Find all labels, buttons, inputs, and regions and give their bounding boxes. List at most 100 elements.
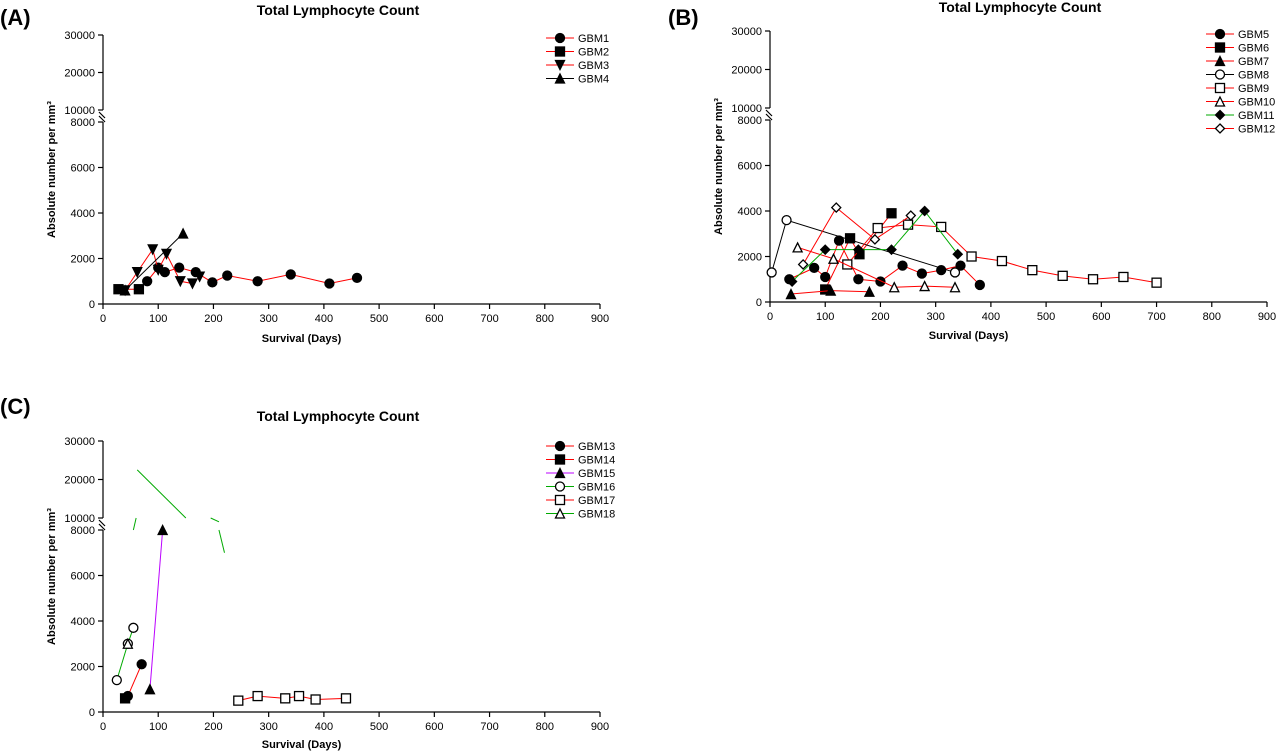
legend-label: GBM11 — [1238, 110, 1274, 122]
series-line — [116, 627, 134, 681]
y-tick-label: 30000 — [64, 436, 95, 448]
legend-marker — [1214, 42, 1226, 53]
data-point — [830, 202, 842, 214]
data-point — [897, 260, 908, 271]
legend-marker — [554, 440, 566, 452]
data-point — [797, 259, 809, 270]
series-gbm18 — [122, 469, 225, 649]
data-point — [919, 280, 931, 292]
legend-marker — [554, 481, 566, 492]
series-line-segment — [136, 469, 187, 519]
legend-label: GBM6 — [1238, 43, 1269, 55]
data-point — [875, 276, 886, 287]
data-point — [1027, 264, 1038, 276]
data-point — [1118, 271, 1129, 283]
data-point — [786, 276, 798, 287]
data-point — [177, 227, 189, 239]
data-point — [324, 278, 335, 289]
legend-marker — [554, 46, 566, 57]
data-point — [147, 244, 159, 256]
data-point — [222, 270, 233, 281]
data-point — [207, 277, 218, 288]
chart-panel-2: (B) Total Lymphocyte Count 0 100 200 300 400 50… — [668, 0, 1276, 342]
data-point — [136, 659, 147, 670]
x-tick-label: 800 — [1203, 311, 1221, 323]
y-tick-label: 30000 — [64, 30, 95, 42]
data-point — [144, 683, 156, 695]
series-gbm2 — [113, 284, 145, 295]
legend-entry: GBM4 — [546, 72, 609, 86]
data-point — [863, 285, 875, 297]
legend-label: GBM10 — [1238, 97, 1275, 109]
y-tick-label: 10000 — [64, 105, 95, 117]
series-gbm1 — [142, 262, 363, 289]
series-gbm8 — [766, 214, 961, 278]
x-tick-label: 100 — [149, 721, 167, 733]
series-gbm15 — [144, 524, 169, 695]
data-point — [852, 244, 864, 256]
panel-letter: (A) — [0, 5, 31, 30]
series-gbm14 — [119, 693, 131, 704]
legend-marker — [1214, 123, 1226, 134]
data-point — [825, 284, 837, 296]
series-gbm17 — [233, 690, 352, 706]
data-point — [809, 262, 820, 274]
legend-entry: GBM3 — [546, 59, 609, 72]
chart-title: Total Lymphocyte Count — [257, 408, 420, 424]
axis-break-mark — [98, 111, 106, 119]
legend-marker — [554, 454, 566, 465]
legend-label: GBM1 — [578, 33, 609, 45]
data-point — [785, 288, 797, 300]
data-point — [174, 262, 185, 273]
x-tick-label: 700 — [1147, 311, 1165, 323]
x-tick-label: 400 — [315, 313, 333, 325]
chart-panel-3: (C) Total Lymphocyte Count 0 100 200 300 400 50… — [0, 394, 615, 751]
y-axis-label: Absolute number per mm³ — [46, 101, 58, 238]
legend-entry: GBM17 — [546, 494, 615, 507]
legend-label: GBM16 — [578, 482, 615, 494]
data-point — [252, 690, 263, 702]
legend-label: GBM8 — [1238, 70, 1269, 82]
x-tick-label: 200 — [204, 721, 222, 733]
legend-marker — [1214, 109, 1226, 121]
data-point — [936, 221, 947, 233]
data-point — [233, 695, 244, 706]
series-line — [802, 206, 912, 265]
legend-marker — [554, 494, 566, 506]
y-tick-label: 6000 — [71, 163, 95, 175]
y-tick-label: 4000 — [71, 208, 95, 220]
axis-break-mark — [98, 523, 106, 531]
legend-label: GBM7 — [1238, 56, 1269, 68]
data-point — [1151, 277, 1162, 288]
y-tick-label: 0 — [756, 297, 762, 309]
x-tick-label: 400 — [982, 311, 1000, 323]
legend-entry: GBM6 — [1206, 42, 1269, 55]
data-point — [119, 693, 131, 704]
legend-entry: GBM7 — [1206, 55, 1269, 68]
data-point — [160, 248, 173, 260]
data-point — [949, 281, 961, 293]
legend-label: GBM3 — [578, 60, 609, 72]
series-line — [149, 529, 164, 690]
series-gbm11 — [786, 205, 964, 287]
data-point — [905, 210, 917, 221]
x-tick-label: 600 — [425, 721, 443, 733]
data-point — [949, 267, 961, 278]
y-tick-label: 20000 — [64, 68, 95, 80]
x-tick-label: 800 — [536, 313, 554, 325]
y-tick-label: 10000 — [731, 103, 762, 115]
data-point — [152, 264, 164, 276]
legend-marker — [554, 32, 566, 44]
y-tick-label: 4000 — [738, 206, 762, 218]
data-point — [293, 690, 305, 702]
y-tick-label: 8000 — [71, 525, 95, 537]
legend-marker — [1214, 28, 1226, 40]
x-tick-label: 200 — [871, 311, 889, 323]
axis-break-mark — [765, 113, 773, 121]
data-point — [194, 271, 206, 283]
y-tick-label: 30000 — [731, 26, 762, 38]
data-point — [853, 274, 864, 285]
x-axis-label: Survival (Days) — [262, 739, 342, 751]
legend-entry: GBM10 — [1206, 95, 1275, 109]
x-axis-label: Survival (Days) — [262, 333, 342, 345]
